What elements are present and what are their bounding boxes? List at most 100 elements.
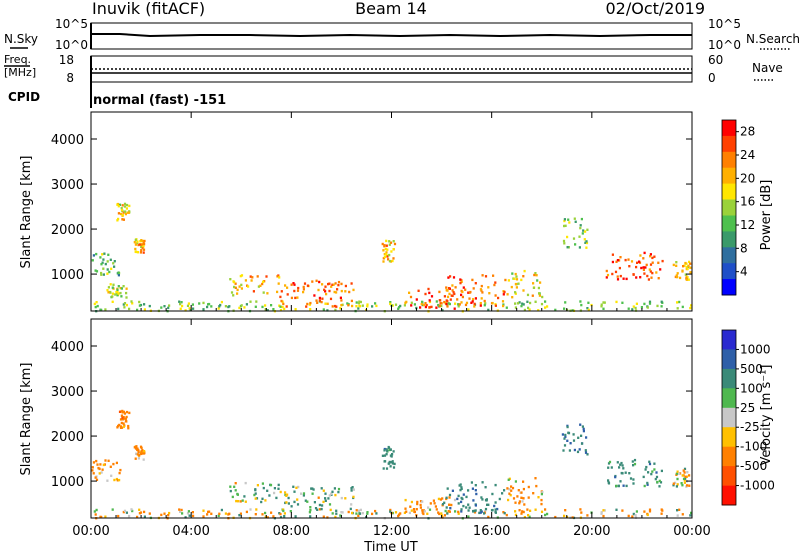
power-cell <box>107 253 110 256</box>
velocity-colorbar-segment <box>722 388 736 409</box>
power-cell <box>112 262 115 265</box>
power-cell <box>251 276 254 279</box>
velocity-cell <box>683 471 686 474</box>
velocity-cell <box>484 509 487 513</box>
power-cell <box>130 300 133 303</box>
velocity-cell <box>498 497 501 501</box>
power-cell <box>123 202 127 206</box>
power-cell <box>136 308 139 312</box>
power-cell <box>102 273 105 276</box>
velocity-cell <box>678 508 681 511</box>
power-cell <box>567 218 570 221</box>
power-cell <box>501 300 505 303</box>
power-cell <box>443 300 446 304</box>
velocity-cell <box>375 512 378 515</box>
velocity-cell <box>349 507 352 511</box>
power-cell <box>527 306 530 310</box>
velocity-cell <box>457 510 460 514</box>
power-cell <box>480 284 483 288</box>
power-colorbar-tick-label: 8 <box>740 241 748 255</box>
power-cell <box>469 290 472 294</box>
power-cell <box>648 302 652 305</box>
power-cell <box>642 257 645 260</box>
power-colorbar-segment <box>722 151 736 169</box>
power-cell <box>160 306 163 309</box>
power-cell <box>106 260 109 263</box>
power-cell <box>587 308 590 312</box>
power-cell <box>112 283 115 286</box>
power-cell <box>632 273 635 276</box>
velocity-cell <box>458 484 461 487</box>
velocity-cell <box>514 501 517 504</box>
velocity-cell <box>508 492 511 495</box>
power-cell <box>447 302 450 305</box>
power-cell <box>245 303 248 306</box>
power-cell <box>189 309 192 312</box>
power-cell <box>266 309 269 312</box>
power-cell <box>640 306 643 309</box>
velocity-cell <box>103 463 106 466</box>
velocity-cell <box>680 482 683 485</box>
velocity-cell <box>540 498 543 502</box>
power-cell <box>404 301 407 305</box>
velocity-cell <box>191 511 194 514</box>
power-cell <box>375 304 378 308</box>
power-cell <box>532 286 535 289</box>
power-cell <box>383 244 386 247</box>
power-cell <box>627 307 630 310</box>
power-cell <box>250 279 253 282</box>
velocity-cell <box>231 495 234 499</box>
velocity-cell <box>94 513 97 516</box>
power-cell <box>122 211 125 214</box>
power-cell <box>92 254 95 257</box>
velocity-cell <box>309 515 312 518</box>
power-cell <box>181 304 184 308</box>
power-colorbar-segment <box>722 167 736 184</box>
velocity-cell <box>448 503 451 506</box>
power-cell <box>100 308 103 312</box>
power-cell <box>520 278 523 282</box>
power-cell <box>515 278 519 281</box>
power-cell <box>104 262 107 266</box>
power-cell <box>321 297 324 300</box>
power-cell <box>428 299 431 302</box>
velocity-cell <box>389 448 392 451</box>
velocity-cell <box>460 500 463 504</box>
velocity-cell <box>98 472 101 475</box>
velocity-cell <box>448 493 452 497</box>
power-cell <box>523 308 526 312</box>
power-cell <box>674 275 677 279</box>
power-cell <box>479 304 482 307</box>
velocity-cell <box>564 509 567 512</box>
power-cell <box>116 294 119 297</box>
power-cell <box>179 307 182 310</box>
velocity-cell <box>690 511 693 515</box>
velocity-cell <box>478 511 481 515</box>
velocity-cell <box>235 499 238 503</box>
power-cell <box>649 255 652 258</box>
power-cell <box>233 280 236 284</box>
velocity-panel: 00:00 04:00 08:00 12:00 16:00 20:00 00:00 1000 2… <box>19 318 775 539</box>
power-cell <box>119 291 122 295</box>
power-cell <box>600 303 603 306</box>
velocity-cell <box>351 511 354 515</box>
velocity-cell <box>95 478 99 481</box>
power-cell <box>124 210 127 213</box>
power-cell <box>324 290 327 293</box>
velocity-cell <box>484 498 488 502</box>
power-cell <box>355 301 358 304</box>
power-cell <box>660 305 663 308</box>
velocity-cell <box>178 508 181 511</box>
power-cell <box>487 286 490 289</box>
power-cell <box>282 302 285 306</box>
power-cell <box>684 261 687 265</box>
power-cell <box>134 243 137 246</box>
power-cell <box>618 266 621 270</box>
x-tick-label: 12:00 <box>373 524 410 539</box>
power-cell <box>504 278 507 282</box>
velocity-cell <box>523 516 526 519</box>
power-cell <box>580 217 583 221</box>
freq-panel: Freq. [MHz] 18 8 60 0 Nave <box>4 53 783 85</box>
velocity-cell <box>135 452 138 455</box>
power-cell <box>303 282 307 285</box>
